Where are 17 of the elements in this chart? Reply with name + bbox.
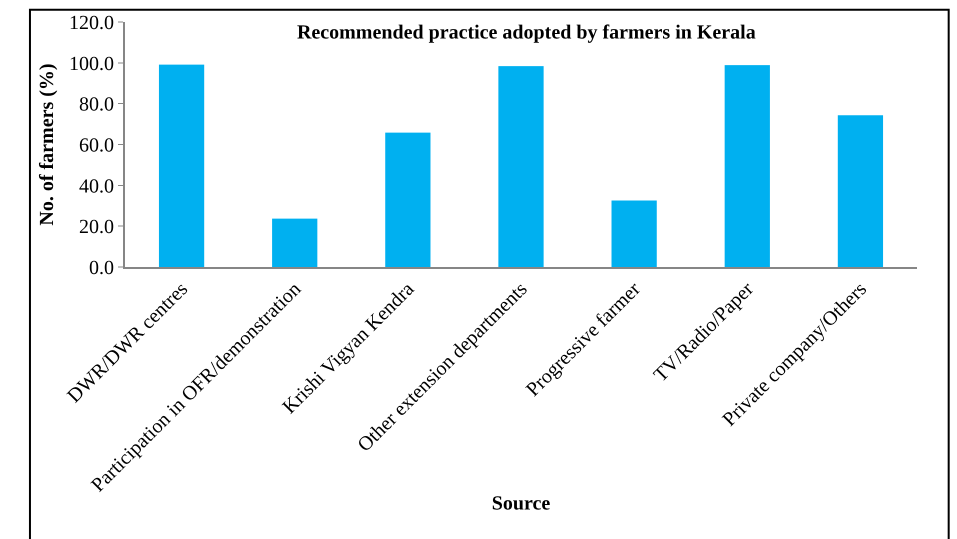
y-tick-label: 40.0 (79, 175, 114, 198)
bar (612, 200, 657, 267)
y-tick-label: 20.0 (79, 216, 114, 238)
y-tick-label: 120.0 (69, 12, 114, 34)
bar (385, 132, 430, 267)
bar (272, 218, 318, 267)
bar (498, 66, 544, 267)
y-axis-title: No. of farmers (%) (36, 63, 58, 226)
y-tick-label: 80.0 (79, 94, 114, 116)
y-tick-label: 100.0 (69, 52, 114, 75)
chart-title: Recommended practice adopted by farmers in Kerala (296, 21, 756, 44)
bar (158, 64, 204, 267)
y-tick-label: 0.0 (89, 257, 114, 279)
bar (724, 65, 770, 267)
x-axis-title: Source (492, 492, 550, 514)
y-tick-label: 60.0 (79, 134, 114, 156)
bar (838, 115, 884, 267)
